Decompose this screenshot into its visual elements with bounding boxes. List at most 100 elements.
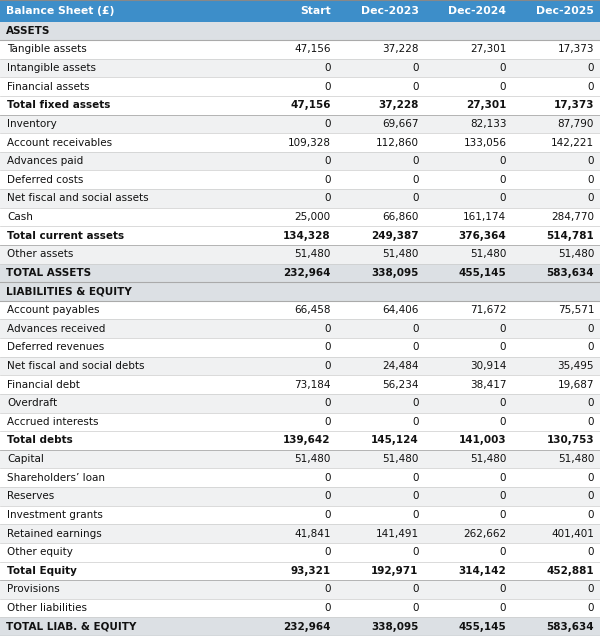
Bar (0, 487, 600, 506)
Text: 0: 0 (500, 175, 506, 185)
Text: Tangible assets: Tangible assets (7, 45, 87, 55)
Text: 38,417: 38,417 (470, 380, 506, 390)
Text: 64,406: 64,406 (382, 305, 419, 315)
Text: 0: 0 (587, 492, 594, 501)
Text: 51,480: 51,480 (558, 454, 594, 464)
Text: Inventory: Inventory (7, 119, 57, 129)
Text: Accrued interests: Accrued interests (7, 417, 98, 427)
Text: 0: 0 (324, 473, 331, 483)
Bar (0, 78, 600, 96)
Text: 66,458: 66,458 (294, 305, 331, 315)
Text: 514,781: 514,781 (547, 231, 594, 240)
Text: 0: 0 (500, 63, 506, 73)
Bar (0, 152, 600, 170)
Text: 37,228: 37,228 (382, 45, 419, 55)
Text: 0: 0 (324, 492, 331, 501)
Bar (0, 431, 600, 450)
Bar (0, 394, 600, 413)
Text: 0: 0 (324, 398, 331, 408)
Bar (0, 59, 600, 78)
Text: 139,642: 139,642 (283, 436, 331, 445)
Text: LIABILITIES & EQUITY: LIABILITIES & EQUITY (6, 286, 132, 296)
Text: Overdraft: Overdraft (7, 398, 58, 408)
Bar (0, 357, 600, 375)
Bar (0, 338, 600, 357)
Text: 232,964: 232,964 (283, 268, 331, 278)
Text: Total current assets: Total current assets (7, 231, 124, 240)
Bar (0, 22, 600, 40)
Text: 47,156: 47,156 (290, 100, 331, 110)
Text: Shareholders’ loan: Shareholders’ loan (7, 473, 105, 483)
Text: 0: 0 (324, 342, 331, 352)
Text: 0: 0 (412, 175, 419, 185)
Text: 0: 0 (587, 156, 594, 166)
Text: 0: 0 (324, 417, 331, 427)
Bar (0, 468, 600, 487)
Text: 0: 0 (412, 63, 419, 73)
Text: 161,174: 161,174 (463, 212, 506, 222)
Bar (0, 282, 600, 301)
Text: Start: Start (300, 6, 331, 16)
Text: 0: 0 (324, 63, 331, 73)
Text: 51,480: 51,480 (382, 249, 419, 259)
Text: 109,328: 109,328 (288, 137, 331, 148)
Text: 0: 0 (324, 603, 331, 613)
Text: Intangible assets: Intangible assets (7, 63, 96, 73)
Text: 51,480: 51,480 (382, 454, 419, 464)
Text: 17,373: 17,373 (557, 45, 594, 55)
Text: 0: 0 (412, 603, 419, 613)
Text: 0: 0 (324, 510, 331, 520)
Text: 0: 0 (587, 417, 594, 427)
Text: 0: 0 (587, 473, 594, 483)
Text: 47,156: 47,156 (294, 45, 331, 55)
Text: Cash: Cash (7, 212, 33, 222)
Text: Balance Sheet (£): Balance Sheet (£) (6, 6, 115, 16)
Text: 51,480: 51,480 (295, 249, 331, 259)
Text: 41,841: 41,841 (294, 529, 331, 539)
Text: Other assets: Other assets (7, 249, 74, 259)
Text: 24,484: 24,484 (382, 361, 419, 371)
Text: 284,770: 284,770 (551, 212, 594, 222)
Bar (0, 580, 600, 598)
Bar (249, 0, 337, 22)
Text: 0: 0 (500, 324, 506, 334)
Text: 0: 0 (587, 584, 594, 595)
Text: 51,480: 51,480 (470, 249, 506, 259)
Text: 0: 0 (324, 119, 331, 129)
Bar (0, 226, 600, 245)
Bar (0, 301, 600, 319)
Text: 0: 0 (500, 603, 506, 613)
Text: 583,634: 583,634 (547, 621, 594, 632)
Text: 27,301: 27,301 (466, 100, 506, 110)
Bar (0, 245, 600, 263)
Bar (0, 375, 600, 394)
Text: 0: 0 (412, 510, 419, 520)
Text: 249,387: 249,387 (371, 231, 419, 240)
Text: 17,373: 17,373 (554, 100, 594, 110)
Text: Account receivables: Account receivables (7, 137, 112, 148)
Text: 56,234: 56,234 (382, 380, 419, 390)
Text: 0: 0 (324, 361, 331, 371)
Text: 130,753: 130,753 (547, 436, 594, 445)
Text: Investment grants: Investment grants (7, 510, 103, 520)
Text: 0: 0 (587, 193, 594, 204)
Text: Total Equity: Total Equity (7, 566, 77, 576)
Text: 0: 0 (324, 81, 331, 92)
Text: 51,480: 51,480 (295, 454, 331, 464)
Text: 0: 0 (500, 81, 506, 92)
Text: Financial assets: Financial assets (7, 81, 90, 92)
Text: 0: 0 (500, 156, 506, 166)
Text: 66,860: 66,860 (382, 212, 419, 222)
Text: Dec-2025: Dec-2025 (536, 6, 594, 16)
Bar (0, 40, 600, 59)
Text: TOTAL ASSETS: TOTAL ASSETS (6, 268, 91, 278)
Text: 376,364: 376,364 (458, 231, 506, 240)
Text: 0: 0 (500, 193, 506, 204)
Text: 51,480: 51,480 (558, 249, 594, 259)
Text: 0: 0 (324, 156, 331, 166)
Text: 455,145: 455,145 (458, 268, 506, 278)
Bar (0, 506, 600, 524)
Text: 583,634: 583,634 (547, 268, 594, 278)
Text: 0: 0 (412, 81, 419, 92)
Text: 0: 0 (412, 398, 419, 408)
